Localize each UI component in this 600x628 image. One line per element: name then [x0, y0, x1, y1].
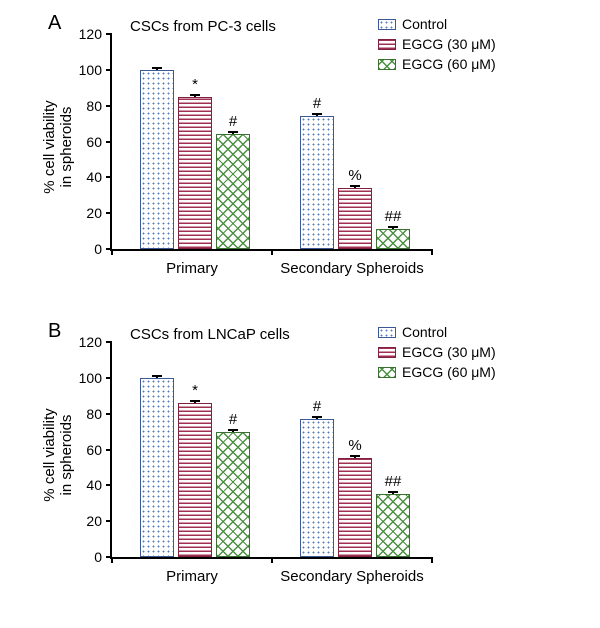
y-tick-label: 80: [86, 98, 102, 114]
x-group-label: Primary: [166, 568, 218, 585]
error-cap: [312, 113, 322, 115]
x-group-label: Secondary Spheroids: [280, 568, 423, 585]
y-tick: [106, 341, 112, 343]
legend-item: EGCG (60 μM): [378, 56, 496, 72]
bar: [376, 229, 410, 249]
error-cap: [388, 226, 398, 228]
legend-B: Control EGCG (30 μM) EGCG (60 μM): [378, 324, 496, 384]
y-tick: [106, 212, 112, 214]
y-tick: [106, 176, 112, 178]
y-tick: [106, 377, 112, 379]
significance-label: %: [348, 437, 361, 454]
y-axis-label-A: % cell viabilityin spheroids: [41, 67, 75, 227]
bar: [300, 116, 334, 249]
significance-label: *: [192, 76, 198, 93]
y-tick: [106, 141, 112, 143]
x-tick: [431, 249, 433, 255]
legend-swatch: [378, 327, 396, 338]
y-tick-label: 40: [86, 477, 102, 493]
legend-A: Control EGCG (30 μM) EGCG (60 μM): [378, 16, 496, 76]
error-cap: [152, 375, 162, 377]
bar: [216, 134, 250, 249]
legend-label: Control: [402, 16, 447, 32]
x-group-label: Secondary Spheroids: [280, 260, 423, 277]
significance-label: #: [313, 398, 321, 415]
significance-label: ##: [385, 208, 402, 225]
bar: [300, 419, 334, 557]
legend-item: EGCG (30 μM): [378, 36, 496, 52]
y-tick-label: 60: [86, 442, 102, 458]
error-cap: [388, 491, 398, 493]
significance-label: #: [229, 113, 237, 130]
legend-swatch: [378, 59, 396, 70]
error-cap: [350, 455, 360, 457]
legend-item: EGCG (30 μM): [378, 344, 496, 360]
significance-label: *: [192, 382, 198, 399]
y-tick-label: 20: [86, 205, 102, 221]
error-cap: [228, 131, 238, 133]
legend-label: EGCG (60 μM): [402, 364, 496, 380]
y-tick: [106, 69, 112, 71]
chart-title-B: CSCs from LNCaP cells: [130, 326, 290, 343]
bar: [338, 458, 372, 557]
y-tick-label: 60: [86, 134, 102, 150]
error-cap: [228, 429, 238, 431]
chart-title-A: CSCs from PC-3 cells: [130, 18, 276, 35]
y-tick-label: 20: [86, 513, 102, 529]
y-tick: [106, 449, 112, 451]
legend-label: Control: [402, 324, 447, 340]
x-tick: [431, 557, 433, 563]
y-tick: [106, 484, 112, 486]
legend-swatch: [378, 367, 396, 378]
legend-item: Control: [378, 324, 496, 340]
y-tick-label: 100: [79, 370, 102, 386]
legend-label: EGCG (30 μM): [402, 36, 496, 52]
bar: [140, 378, 174, 557]
error-cap: [190, 94, 200, 96]
significance-label: #: [313, 95, 321, 112]
legend-item: EGCG (60 μM): [378, 364, 496, 380]
y-axis-label-B: % cell viabilityin spheroids: [41, 375, 75, 535]
x-tick: [271, 249, 273, 255]
error-cap: [350, 185, 360, 187]
panel-label-B: B: [48, 320, 61, 343]
x-tick: [271, 557, 273, 563]
y-tick: [106, 520, 112, 522]
x-tick: [111, 557, 113, 563]
x-tick: [111, 249, 113, 255]
y-tick: [106, 105, 112, 107]
bar: [338, 188, 372, 249]
y-tick-label: 120: [79, 26, 102, 42]
panel-label-A: A: [48, 12, 61, 35]
y-tick-label: 80: [86, 406, 102, 422]
error-cap: [312, 416, 322, 418]
y-tick-label: 120: [79, 334, 102, 350]
bar: [178, 403, 212, 557]
bar: [140, 70, 174, 249]
y-tick-label: 100: [79, 62, 102, 78]
legend-label: EGCG (60 μM): [402, 56, 496, 72]
legend-swatch: [378, 19, 396, 30]
bar: [216, 432, 250, 557]
legend-label: EGCG (30 μM): [402, 344, 496, 360]
significance-label: %: [348, 167, 361, 184]
y-tick: [106, 33, 112, 35]
x-group-label: Primary: [166, 260, 218, 277]
bar: [376, 494, 410, 557]
legend-swatch: [378, 347, 396, 358]
error-cap: [152, 67, 162, 69]
error-cap: [190, 400, 200, 402]
bar: [178, 97, 212, 249]
significance-label: #: [229, 411, 237, 428]
y-tick-label: 0: [94, 549, 102, 565]
legend-swatch: [378, 39, 396, 50]
y-tick: [106, 413, 112, 415]
significance-label: ##: [385, 473, 402, 490]
y-tick-label: 40: [86, 169, 102, 185]
legend-item: Control: [378, 16, 496, 32]
y-tick-label: 0: [94, 241, 102, 257]
